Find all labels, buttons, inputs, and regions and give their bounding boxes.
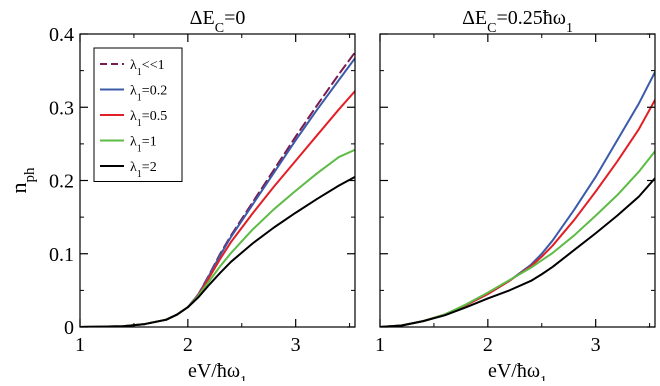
legend-entry-part-a: λ: [130, 135, 137, 150]
series-group: [80, 51, 355, 327]
legend-entry-part-c: =2: [142, 160, 157, 175]
legend-entry-part-a: λ: [130, 84, 137, 99]
x-axis-label-part-a: eV/ħω: [188, 360, 240, 381]
x-tick-label: 1: [75, 334, 85, 356]
x-tick-label: 2: [483, 334, 493, 356]
chart-title-part-d: 1: [566, 21, 573, 36]
chart-title-part-a: ΔE: [190, 7, 215, 29]
y-tick-label: 0: [64, 317, 74, 339]
y-axis-label-part-a: n: [6, 183, 31, 194]
legend-entry: λ1<<1: [130, 58, 165, 78]
series-line-4: [80, 175, 355, 327]
legend-entry: λ1=0.5: [130, 109, 167, 129]
x-tick-label: 3: [591, 334, 601, 356]
chart-title: ΔEC=0.25ħω1: [462, 7, 573, 36]
series-line-2: [380, 150, 655, 327]
legend-entry: λ1=1: [130, 135, 157, 155]
legend-entry: λ1=0.2: [130, 84, 167, 104]
legend-entry-part-c: <<1: [142, 58, 165, 73]
y-tick-label: 0.2: [49, 171, 74, 193]
chart-title-part-c: =0.25ħω: [496, 7, 565, 29]
series-group: [380, 71, 655, 327]
chart-title-part-a: ΔE: [462, 7, 487, 29]
x-axis-label-part-a: eV/ħω: [488, 360, 540, 381]
legend-entry-part-a: λ: [130, 160, 137, 175]
legend-entry: λ1=2: [130, 160, 157, 180]
legend-entry-part-b: 1: [137, 92, 142, 103]
x-axis-label-part-b: 1: [540, 374, 547, 382]
chart-title-part-c: =0: [224, 7, 245, 29]
chart-title: ΔEC=0: [190, 7, 246, 36]
legend-entry-part-b: 1: [137, 67, 142, 78]
chart-title-part-b: C: [487, 21, 496, 36]
series-line-3: [380, 177, 655, 327]
legend-entry-part-c: =0.5: [142, 109, 167, 124]
y-axis-label-part-b: ph: [22, 167, 38, 183]
legend-entry-part-a: λ: [130, 109, 137, 124]
y-tick-label: 0.3: [49, 97, 74, 119]
x-tick-label: 1: [375, 334, 385, 356]
y-tick-label: 0.1: [49, 244, 74, 266]
x-tick-label: 2: [183, 334, 193, 356]
legend-entry-part-c: =0.2: [142, 84, 167, 99]
panel-left: 1 2 300.10.20.30.4ΔEC=0eV/ħω1nphλ1<<1λ1=0.…: [6, 7, 356, 386]
legend-entry-part-b: 1: [137, 169, 142, 180]
x-axis-label-part-b: 1: [240, 374, 247, 382]
y-axis-label: nph: [6, 167, 38, 194]
legend-entry-part-b: 1: [137, 118, 142, 129]
legend-entry-part-c: =1: [142, 135, 157, 150]
y-tick-label: 0.4: [49, 24, 74, 46]
series-line-1: [380, 98, 655, 327]
legend-entry-part-b: 1: [137, 143, 142, 154]
x-tick-label: 3: [291, 334, 301, 356]
x-axis-label: eV/ħω1: [188, 360, 247, 381]
legend-entry-part-a: λ: [130, 58, 137, 73]
x-axis-label: eV/ħω1: [488, 360, 547, 381]
chart-title-part-b: C: [215, 21, 224, 36]
plot-frame: [379, 33, 656, 328]
